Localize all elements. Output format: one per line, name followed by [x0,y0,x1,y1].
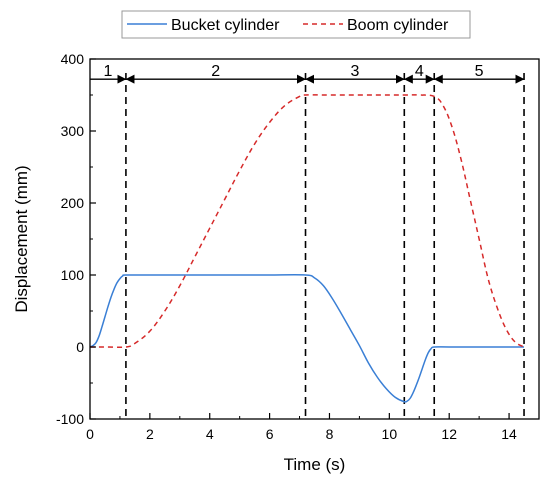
legend-label-bucket-cylinder: Bucket cylinder [171,17,280,34]
x-tick-label: 10 [382,426,398,442]
phase-dividers [125,73,525,419]
series-line-bucket-cylinder [89,274,525,403]
legend-box [121,10,471,39]
x-tick-label: 14 [501,426,517,442]
y-tick-label: 200 [61,195,85,211]
series-lines [89,94,525,403]
y-tick-label: 0 [76,339,84,355]
phase-label: 3 [350,63,359,80]
series-line-boom-cylinder [89,94,525,349]
x-axis: 0 2 4 6 8 10 12 14 [86,413,517,442]
x-tick-label: 2 [146,426,154,442]
y-tick-label: 400 [61,51,85,67]
y-tick-label: -100 [56,411,84,427]
y-tick-label: 300 [61,123,85,139]
plot-frame [89,58,540,420]
phase-label: 1 [104,63,113,80]
x-tick-label: 6 [266,426,274,442]
y-axis: -100 0 100 200 300 400 [56,51,96,427]
y-axis-title: Displacement (mm) [12,165,31,312]
x-axis-title: Time (s) [284,455,346,474]
legend: Bucket cylinder Boom cylinder [121,10,471,39]
phase-label: 4 [415,63,424,80]
x-tick-label: 0 [86,426,94,442]
x-tick-label: 8 [326,426,334,442]
phase-arrows: 1 2 3 4 5 [90,63,525,84]
x-tick-label: 4 [206,426,214,442]
phase-label: 5 [475,63,484,80]
x-tick-label: 12 [441,426,457,442]
y-tick-label: 100 [61,267,85,283]
plot-area: 1 2 3 4 5 [89,58,540,420]
legend-label-boom-cylinder: Boom cylinder [347,17,449,34]
phase-label: 2 [211,63,220,80]
